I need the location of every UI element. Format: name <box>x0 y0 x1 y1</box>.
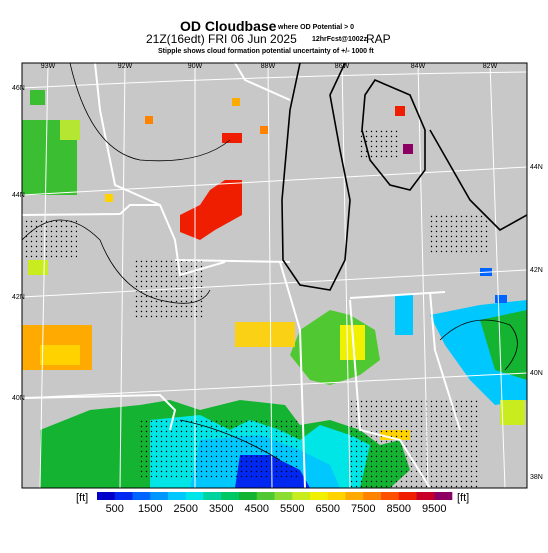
colorbar-unit-left: [ft] <box>76 492 88 504</box>
colorbar-cell <box>310 492 329 500</box>
colorbar-cell <box>221 492 240 500</box>
colorbar-tick-label: 6500 <box>316 503 340 515</box>
lat-label: 44N <box>530 164 543 171</box>
lon-label: 92W <box>118 63 133 70</box>
colorbar-cell <box>150 492 169 500</box>
lon-label: 88W <box>261 63 276 70</box>
stipple <box>22 130 490 488</box>
colorbar-cell <box>114 492 133 500</box>
lat-label: 40N <box>530 370 543 377</box>
colorbar-cell <box>274 492 293 500</box>
lon-label: 82W <box>483 63 498 70</box>
lat-label: 40N <box>12 395 25 402</box>
colorbar-tick-label: 7500 <box>351 503 375 515</box>
note: Stipple shows cloud formation potential … <box>158 48 374 55</box>
colorbar: [ft] [ft] 500 1500 2500 3500 4500 5500 6500 750… <box>76 492 469 515</box>
colorbar-cell <box>132 492 151 500</box>
colorbar-tick-label: 8500 <box>387 503 411 515</box>
lat-labels-left: 46N 44N 42N 40N <box>12 85 25 402</box>
model: RAP <box>366 32 391 46</box>
lat-label: 46N <box>12 85 25 92</box>
lat-label: 42N <box>12 294 25 301</box>
colorbar-cell <box>327 492 346 500</box>
colorbar-cell <box>398 492 417 500</box>
title: OD Cloudbase <box>180 18 277 34</box>
forecast: 12hrFcst@1002z <box>312 36 368 43</box>
colorbar-cell <box>345 492 364 500</box>
lat-label: 42N <box>530 267 543 274</box>
coastlines <box>281 63 527 291</box>
colorbar-tick-label: 3500 <box>209 503 233 515</box>
colorbar-cell <box>256 492 275 500</box>
colorbar-cell <box>97 492 116 500</box>
map-content <box>22 63 527 488</box>
colorbar-cell <box>239 492 258 500</box>
lon-label: 86W <box>335 63 350 70</box>
colorbar-cell <box>203 492 222 500</box>
lon-label: 84W <box>411 63 426 70</box>
colorbar-tick-label: 1500 <box>138 503 162 515</box>
lat-labels-right: 44N 42N 40N 38N <box>530 164 543 481</box>
colorbar-cell <box>416 492 435 500</box>
title-note: where OD Potential > 0 <box>277 24 354 31</box>
lon-label: 90W <box>188 63 203 70</box>
colorbar-cell <box>185 492 204 500</box>
colorbar-cell <box>292 492 311 500</box>
contours <box>22 63 518 461</box>
colorbar-cell <box>363 492 382 500</box>
map-frame <box>21 62 528 489</box>
map <box>21 62 528 489</box>
colorbar-tick-label: 9500 <box>422 503 446 515</box>
colorbar-cell <box>381 492 400 500</box>
subtitle: 21Z(16edt) FRI 06 Jun 2025 <box>146 32 297 46</box>
colorbar-cell <box>168 492 187 500</box>
lat-label: 38N <box>530 474 543 481</box>
graticule <box>22 63 527 488</box>
lat-label: 44N <box>12 192 25 199</box>
colorbar-tick-label: 4500 <box>245 503 269 515</box>
colorbar-tick-label: 500 <box>106 503 124 515</box>
colorbar-cell <box>434 492 453 500</box>
colorbar-tick-label: 5500 <box>280 503 304 515</box>
state-lines <box>22 63 461 488</box>
lon-label: 93W <box>41 63 56 70</box>
colorbar-tick-label: 2500 <box>174 503 198 515</box>
colorbar-unit-right: [ft] <box>457 492 469 504</box>
lon-labels: 93W 92W 90W 88W 86W 84W 82W <box>41 63 498 70</box>
